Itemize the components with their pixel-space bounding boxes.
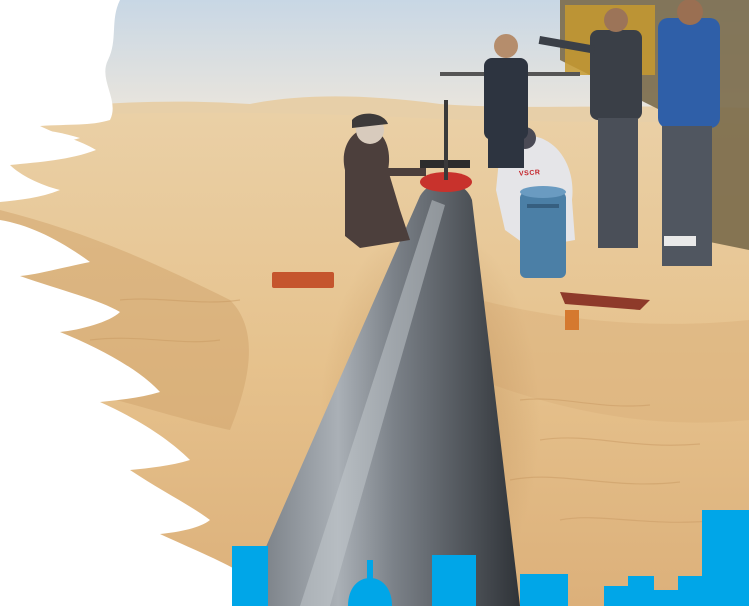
torn-paper-edge — [0, 0, 240, 606]
clamp-post — [444, 100, 448, 180]
standing-worker-1 — [484, 34, 528, 168]
pipe-highlight — [300, 200, 445, 606]
torn-paper-chip — [10, 129, 80, 148]
sand-shadow-right — [480, 300, 749, 423]
toolbox-left — [272, 272, 334, 288]
standing-worker-3 — [658, 0, 720, 266]
sand-ripples — [89, 298, 721, 523]
vest-logo-text: VSCR — [518, 169, 541, 178]
small-canister — [565, 310, 579, 330]
standing-worker-2 — [538, 8, 642, 248]
tool-debris — [560, 292, 650, 310]
pipe-clamp — [420, 172, 472, 192]
electrode-canister — [520, 186, 566, 278]
dome-building-icon — [348, 560, 392, 606]
welder-kneeling — [343, 113, 426, 248]
city-skyline-icon — [232, 510, 749, 606]
